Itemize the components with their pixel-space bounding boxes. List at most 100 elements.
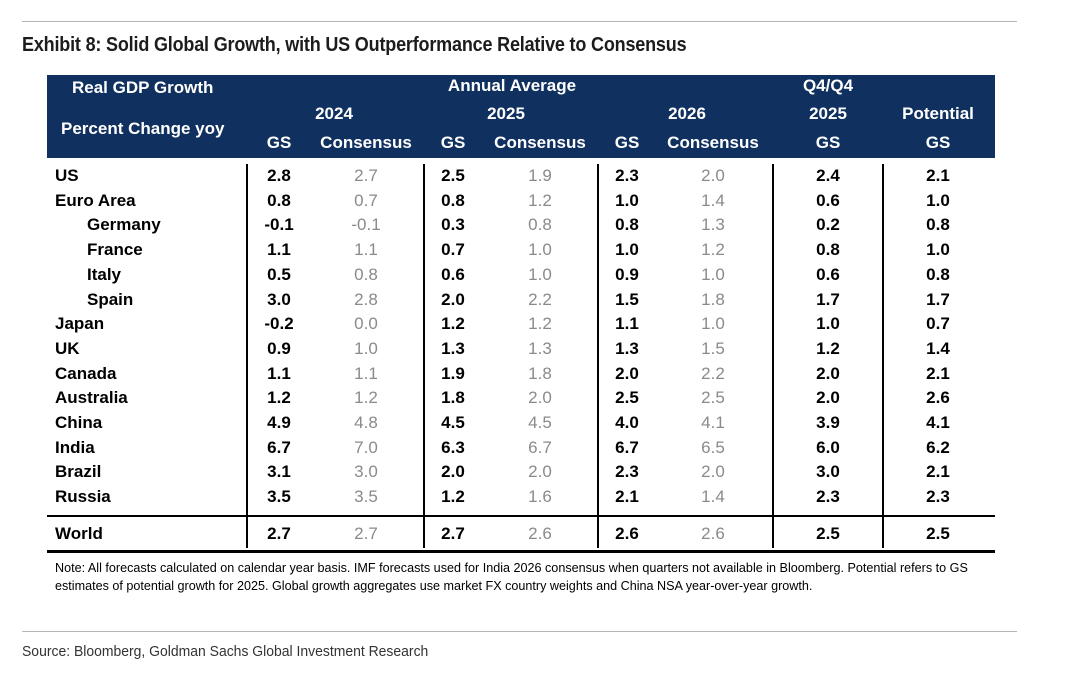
cell-gs-2025: 6.3 (441, 437, 465, 457)
cell-gs-2025: 2.0 (441, 462, 465, 482)
cell-consensus-2024: 7.0 (354, 437, 378, 457)
cell-consensus-2025: 1.9 (528, 166, 552, 185)
cell-gs-q4-2025: 0.8 (816, 240, 840, 260)
divider-potential (882, 164, 884, 548)
cell-gs-potential: 2.5 (926, 524, 950, 543)
table-header: Real GDP Growth Percent Change yoy Annua… (47, 75, 995, 158)
cell-gs-q4-2025: 1.2 (816, 338, 840, 358)
cell-gs-2025: 4.5 (441, 413, 465, 432)
cell-gs-2024: -0.2 (264, 314, 294, 334)
cell-gs-potential: 2.6 (926, 388, 950, 408)
exhibit-title: Exhibit 8: Solid Global Growth, with US … (22, 34, 687, 56)
country-label: World (55, 524, 103, 543)
cell-consensus-2024: 2.7 (354, 166, 378, 185)
country-label: Italy (87, 264, 122, 284)
table-row: China 4.9 4.8 4.5 4.5 4.0 4.1 3.9 4.1 (47, 413, 995, 438)
cell-gs-2026: 2.0 (615, 363, 639, 383)
cell-gs-2026: 2.5 (615, 388, 639, 408)
header-gs-2025: GS (440, 133, 466, 152)
cell-consensus-2026: 1.3 (701, 215, 725, 235)
cell-consensus-2024: 2.7 (354, 524, 378, 543)
cell-gs-2025: 2.0 (441, 289, 465, 309)
cell-gs-2026: 2.3 (615, 166, 639, 185)
cell-consensus-2025: 0.8 (528, 215, 552, 235)
header-year-2024: 2024 (315, 104, 353, 123)
cell-consensus-2026: 1.0 (701, 314, 725, 334)
cell-gs-2024: 2.8 (267, 166, 291, 185)
country-label: Spain (87, 289, 134, 309)
cell-gs-2026: 1.0 (615, 240, 639, 260)
cell-gs-potential: 2.1 (926, 363, 950, 383)
country-label: Euro Area (55, 190, 136, 210)
header-gs-potential: GS (925, 133, 951, 152)
cell-gs-2026: 6.7 (615, 437, 639, 457)
table-note: Note: All forecasts calculated on calend… (55, 561, 968, 593)
cell-consensus-2024: 3.5 (354, 487, 378, 507)
cell-consensus-2025: 2.0 (528, 462, 552, 482)
country-label: Germany (87, 215, 161, 235)
header-year-2025: 2025 (487, 104, 525, 123)
cell-gs-potential: 1.4 (926, 338, 950, 358)
table-row: Italy 0.5 0.8 0.6 1.0 0.9 1.0 0.6 0.8 (47, 265, 995, 290)
cell-gs-2024: 0.9 (267, 338, 291, 358)
cell-gs-2026: 2.6 (615, 524, 639, 543)
table-row: Spain 3.0 2.8 2.0 2.2 1.5 1.8 1.7 1.7 (47, 290, 995, 315)
cell-gs-2025: 1.2 (441, 487, 465, 507)
table-row: Japan -0.2 0.0 1.2 1.2 1.1 1.0 1.0 0.7 (47, 314, 995, 339)
cell-gs-2025: 0.6 (441, 264, 465, 284)
header-percent-change: Percent Change yoy (61, 119, 225, 138)
cell-consensus-2024: 0.8 (354, 264, 378, 284)
cell-gs-q4-2025: 3.0 (816, 462, 840, 482)
cell-gs-potential: 2.1 (926, 166, 950, 185)
world-row: World 2.7 2.7 2.7 2.6 2.6 2.6 2.5 2.5 (47, 524, 995, 549)
cell-gs-2024: 1.1 (267, 240, 291, 260)
table-row: Australia 1.2 1.2 1.8 2.0 2.5 2.5 2.0 2.6 (47, 388, 995, 413)
cell-gs-2026: 1.5 (615, 289, 639, 309)
cell-gs-2026: 2.3 (615, 462, 639, 482)
cell-consensus-2025: 1.2 (528, 314, 552, 334)
cell-gs-2024: -0.1 (264, 215, 294, 235)
country-label: India (55, 437, 95, 457)
cell-consensus-2026: 2.0 (701, 166, 725, 185)
cell-gs-2025: 1.3 (441, 338, 465, 358)
cell-consensus-2025: 4.5 (528, 413, 552, 432)
cell-consensus-2024: 1.2 (354, 388, 378, 408)
table-row: UK 0.9 1.0 1.3 1.3 1.3 1.5 1.2 1.4 (47, 339, 995, 364)
cell-consensus-2026: 1.4 (701, 487, 725, 507)
cell-consensus-2024: 1.1 (354, 363, 378, 383)
cell-consensus-2025: 1.3 (528, 338, 552, 358)
header-year-2026: 2026 (668, 104, 706, 123)
cell-gs-2025: 1.2 (441, 314, 465, 334)
cell-consensus-2025: 1.0 (528, 240, 552, 260)
country-label: Japan (55, 314, 105, 334)
header-gs-2024: GS (266, 133, 292, 152)
cell-gs-2024: 3.1 (267, 462, 291, 482)
country-label: US (55, 166, 79, 185)
cell-consensus-2026: 6.5 (701, 437, 725, 457)
country-label: China (55, 413, 103, 432)
country-label: Russia (55, 487, 111, 507)
cell-gs-2024: 0.8 (267, 190, 291, 210)
country-label: Canada (55, 363, 117, 383)
country-label: UK (55, 338, 80, 358)
cell-consensus-2025: 1.0 (528, 264, 552, 284)
cell-consensus-2025: 2.6 (528, 524, 552, 543)
divider-2025 (423, 164, 425, 548)
table-row: Brazil 3.1 3.0 2.0 2.0 2.3 2.0 3.0 2.1 (47, 462, 995, 487)
header-real-gdp-growth: Real GDP Growth (72, 78, 214, 97)
world-separator-line (47, 515, 995, 517)
source-line: Source: Bloomberg, Goldman Sachs Global … (22, 643, 429, 660)
cell-consensus-2024: -0.1 (351, 215, 381, 235)
cell-gs-2024: 1.2 (267, 388, 291, 408)
cell-gs-q4-2025: 6.0 (816, 437, 840, 457)
cell-gs-potential: 0.7 (926, 314, 950, 334)
divider-q4q4 (772, 164, 774, 548)
cell-consensus-2025: 1.8 (528, 363, 552, 383)
cell-gs-q4-2025: 0.6 (816, 190, 840, 210)
header-potential: Potential (902, 104, 974, 123)
table-row: US 2.8 2.7 2.5 1.9 2.3 2.0 2.4 2.1 (47, 166, 995, 191)
cell-gs-potential: 4.1 (926, 413, 950, 432)
cell-consensus-2024: 0.7 (354, 190, 378, 210)
cell-gs-potential: 2.1 (926, 462, 950, 482)
country-label: Brazil (55, 462, 102, 482)
